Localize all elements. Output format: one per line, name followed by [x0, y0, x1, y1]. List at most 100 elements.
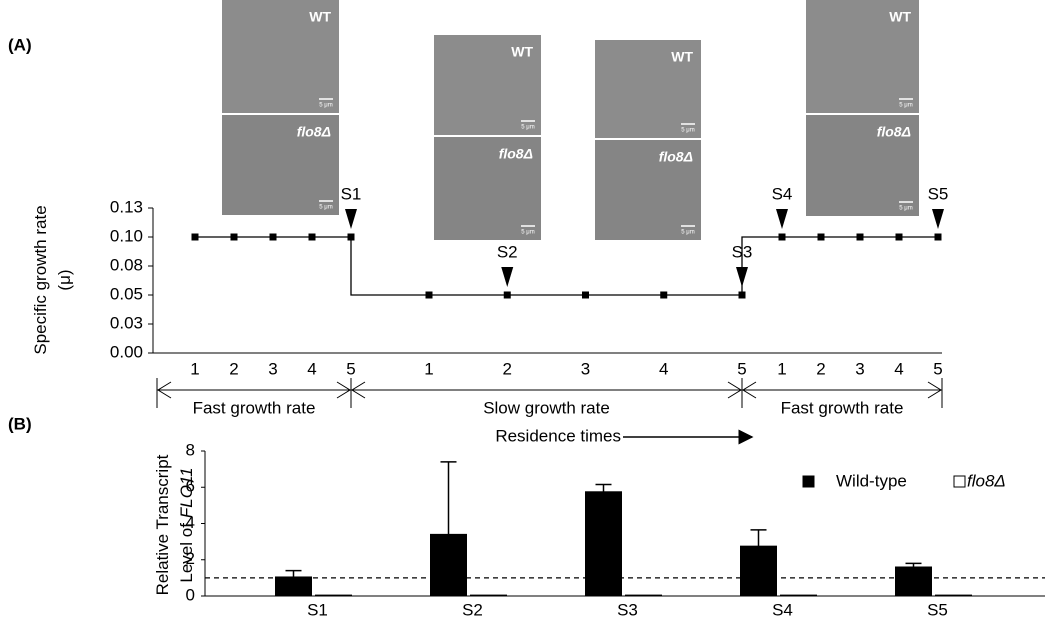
legend-label: Wild-type — [836, 471, 907, 490]
y-axis-label: Relative Transcript — [153, 454, 172, 595]
error-bar — [596, 485, 612, 492]
x-tick-label: 2 — [503, 359, 512, 378]
y-tick-label: 0.05 — [110, 284, 143, 303]
bar — [316, 595, 352, 596]
x-tick-label: S5 — [927, 600, 948, 618]
image-label: flo8Δ — [499, 146, 533, 162]
sample-arrow — [345, 209, 357, 229]
segment-label: Slow growth rate — [483, 398, 610, 417]
bar — [626, 595, 662, 596]
sample-arrow — [501, 267, 513, 287]
x-tick-label: 2 — [229, 359, 238, 378]
legend-swatch — [954, 476, 965, 487]
scale-label: 5 μm — [681, 128, 694, 134]
bar — [276, 577, 312, 596]
legend-swatch — [803, 476, 814, 487]
point-marker — [309, 234, 316, 241]
image-label: flo8Δ — [877, 124, 911, 140]
sample-label: S2 — [497, 242, 518, 261]
x-tick-label: 1 — [777, 359, 786, 378]
point-marker — [896, 234, 903, 241]
sample-arrow — [776, 209, 788, 229]
y-tick-label: 0.03 — [110, 313, 143, 332]
x-tick-label: 1 — [424, 359, 433, 378]
sample-arrow — [932, 209, 944, 229]
image-label: flo8Δ — [659, 149, 693, 165]
image-label: flo8Δ — [297, 124, 331, 140]
x-tick-label: 5 — [346, 359, 355, 378]
scale-label: 5 μm — [681, 230, 694, 236]
scale-label: 5 μm — [521, 230, 534, 236]
point-marker — [857, 234, 864, 241]
segment-label: Fast growth rate — [193, 398, 316, 417]
x-tick-label: 5 — [737, 359, 746, 378]
error-bar — [751, 530, 767, 546]
image-label: WT — [671, 49, 693, 65]
point-marker — [818, 234, 825, 241]
point-marker — [660, 292, 667, 299]
point-marker — [935, 234, 942, 241]
x-tick-label: 4 — [307, 359, 316, 378]
x-tick-label: S2 — [462, 600, 483, 618]
x-tick-label: S3 — [617, 600, 638, 618]
y-tick-label: 0 — [186, 585, 195, 604]
sample-label: S1 — [341, 184, 362, 203]
scale-label: 5 μm — [899, 206, 912, 212]
error-bar — [906, 563, 922, 567]
bar — [741, 546, 777, 596]
x-tick-label: 3 — [268, 359, 277, 378]
y-tick-label: 0.08 — [110, 255, 143, 274]
sample-label: S4 — [772, 184, 793, 203]
bar — [781, 595, 817, 596]
bar — [936, 595, 972, 596]
image-label: WT — [511, 44, 533, 60]
y-axis-label-line: FLO11 — [177, 467, 196, 518]
point-marker — [426, 292, 433, 299]
y-tick-label: 0.10 — [110, 226, 143, 245]
x-tick-label: 3 — [855, 359, 864, 378]
scale-label: 5 μm — [319, 103, 332, 109]
point-marker — [192, 234, 199, 241]
y-axis-label-line: (μ) — [55, 269, 74, 290]
y-tick-label: 0.00 — [110, 342, 143, 361]
y-tick-label: 0.13 — [110, 197, 143, 216]
step-connector — [351, 237, 429, 295]
y-axis-label: Level of FLO11 — [177, 467, 196, 582]
point-marker — [504, 292, 511, 299]
y-tick-label: 8 — [186, 440, 195, 459]
error-bar — [286, 571, 302, 577]
error-bar — [441, 462, 457, 535]
x-tick-label: 2 — [816, 359, 825, 378]
y-axis-label-line: Relative Transcript — [153, 454, 172, 595]
point-marker — [779, 234, 786, 241]
y-axis-label: Specific growth rate (μ) — [31, 205, 74, 354]
image-label: WT — [889, 9, 911, 25]
panel-label: (A) — [8, 35, 32, 54]
y-axis-label-line: Level of — [177, 523, 196, 583]
bar — [586, 492, 622, 596]
x-tick-label: 4 — [894, 359, 903, 378]
x-annotation: Residence times — [495, 426, 621, 445]
point-marker — [582, 292, 589, 299]
x-tick-label: 4 — [659, 359, 668, 378]
sample-label: S5 — [928, 184, 949, 203]
bar — [431, 534, 467, 596]
x-tick-label: S1 — [307, 600, 328, 618]
scale-label: 5 μm — [521, 125, 534, 131]
point-marker — [270, 234, 277, 241]
figure: (A) WT flo8Δ 5 μm 5 μm WT flo8Δ 5 μm 5 μm WT flo8Δ… — [0, 0, 1045, 618]
y-axis-label-line: Specific growth rate — [31, 205, 50, 354]
x-tick-label: 5 — [933, 359, 942, 378]
segment-label: Fast growth rate — [781, 398, 904, 417]
scale-label: 5 μm — [899, 103, 912, 109]
bar — [896, 567, 932, 596]
x-tick-label: 1 — [190, 359, 199, 378]
panel-label: (B) — [8, 414, 32, 433]
x-tick-label: S4 — [772, 600, 793, 618]
x-tick-label: 3 — [581, 359, 590, 378]
scale-label: 5 μm — [319, 205, 332, 211]
legend-label: flo8Δ — [967, 471, 1006, 490]
bar — [471, 595, 507, 596]
point-marker — [231, 234, 238, 241]
image-label: WT — [309, 9, 331, 25]
